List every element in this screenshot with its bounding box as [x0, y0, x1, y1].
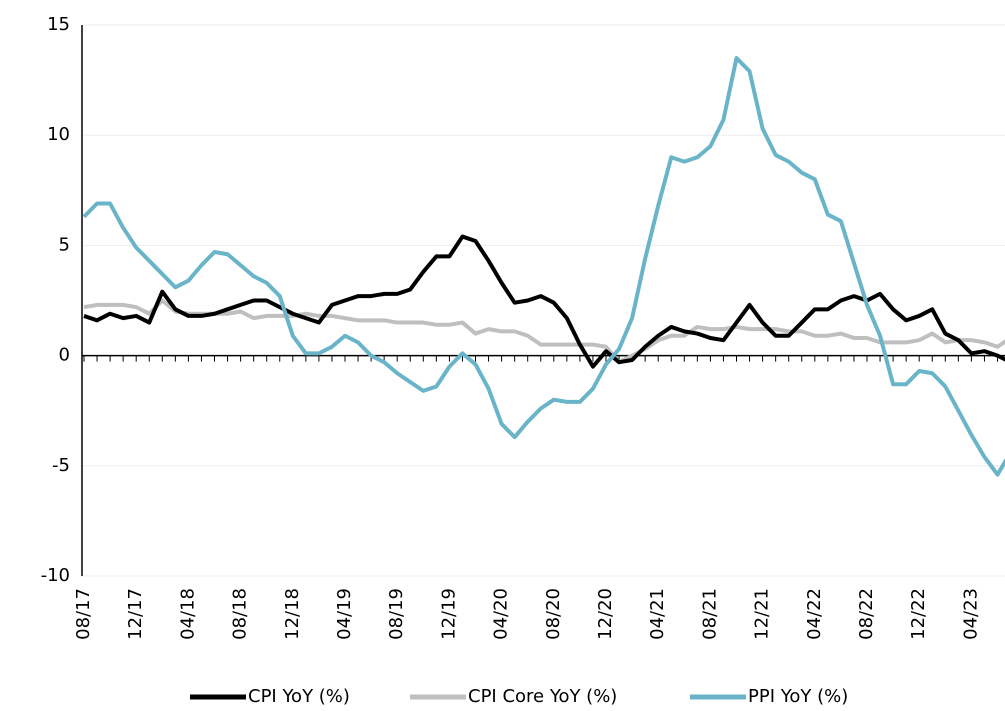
x-tick-label: 12/21 — [752, 588, 773, 640]
y-tick-label: 0 — [59, 345, 70, 366]
x-tick-label: 04/19 — [334, 588, 355, 640]
x-tick-label: 12/18 — [282, 588, 303, 640]
legend-label: PPI YoY (%) — [748, 686, 848, 707]
x-tick-label: 04/23 — [960, 588, 981, 640]
x-tick-label: 08/22 — [856, 588, 877, 640]
y-tick-label: 5 — [59, 234, 70, 255]
series-line — [83, 234, 1005, 369]
y-tick-label: -5 — [52, 455, 70, 476]
y-tick-label: -10 — [41, 565, 70, 586]
x-tick-label: 12/17 — [125, 588, 146, 640]
x-tick-label: 08/19 — [386, 588, 407, 640]
x-tick-label: 12/20 — [595, 588, 616, 640]
legend-label: CPI YoY (%) — [248, 686, 350, 707]
series-line — [82, 56, 1005, 477]
x-tick-label: 12/19 — [438, 588, 459, 640]
y-tick-label: 15 — [47, 14, 70, 35]
x-tick-label: 04/20 — [491, 588, 512, 640]
plot-area — [82, 56, 1005, 477]
series-line — [83, 298, 1005, 365]
x-tick-label: 04/18 — [177, 588, 198, 640]
x-tick-label: 08/18 — [230, 588, 251, 640]
x-tick-label: 08/21 — [699, 588, 720, 640]
legend-label: CPI Core YoY (%) — [468, 686, 617, 707]
y-tick-label: 10 — [47, 124, 70, 145]
x-tick-label: 08/17 — [73, 588, 94, 640]
x-tick-label: 04/21 — [647, 588, 668, 640]
x-tick-label: 12/22 — [908, 588, 929, 640]
x-tick-label: 08/20 — [543, 588, 564, 640]
x-tick-label: 04/22 — [804, 588, 825, 640]
